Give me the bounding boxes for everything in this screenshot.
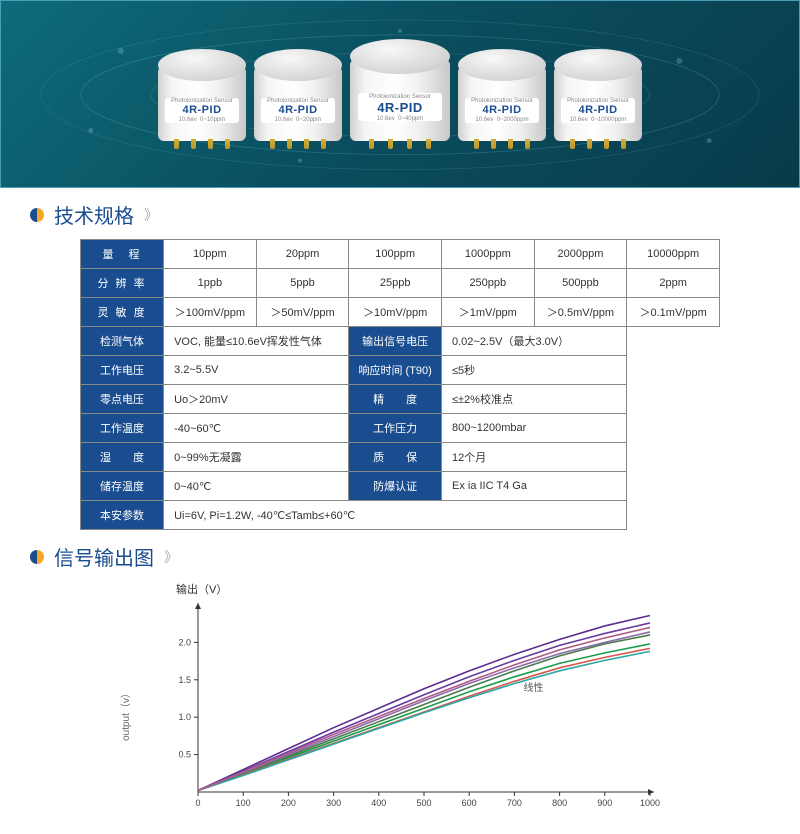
- chart-title: 信号输出图: [54, 542, 154, 571]
- sensor-image: Photoionization Sensor 4R-PID 10.6ev 0~2…: [254, 49, 342, 149]
- sensor-image: Photoionization Sensor 4R-PID 10.6ev 0~1…: [554, 49, 642, 149]
- spec-table: 量 程10ppm20ppm100ppm1000ppm2000ppm10000pp…: [80, 239, 720, 530]
- sensor-image: Photoionization Sensor 4R-PID 10.6ev 0~2…: [458, 49, 546, 149]
- y-axis-label: output（v）: [117, 688, 132, 741]
- svg-text:线性: 线性: [523, 681, 543, 694]
- chart-section: 信号输出图 》 输出（V） output（v） 0100200300400500…: [0, 530, 800, 834]
- chart-y-title: 输出（V）: [176, 581, 720, 597]
- svg-text:0.5: 0.5: [178, 750, 191, 760]
- chevron-icon: 》: [144, 205, 155, 225]
- sensor-image: Photoionization Sensor 4R-PID 10.6ev 0~4…: [350, 39, 450, 149]
- svg-text:2.0: 2.0: [178, 637, 191, 647]
- bullet-icon: [30, 208, 44, 222]
- spec-section: 技术规格 》 量 程10ppm20ppm100ppm1000ppm2000ppm…: [0, 188, 800, 530]
- hero-banner: Photoionization Sensor 4R-PID 10.6ev 0~1…: [0, 0, 800, 188]
- sensor-image: Photoionization Sensor 4R-PID 10.6ev 0~1…: [158, 49, 246, 149]
- svg-text:1.0: 1.0: [178, 712, 191, 722]
- bullet-icon: [30, 550, 44, 564]
- output-chart: output（v） 010020030040050060070080090010…: [160, 599, 660, 814]
- svg-text:1.5: 1.5: [178, 675, 191, 685]
- chevron-icon: 》: [164, 547, 175, 567]
- spec-title: 技术规格: [54, 200, 134, 229]
